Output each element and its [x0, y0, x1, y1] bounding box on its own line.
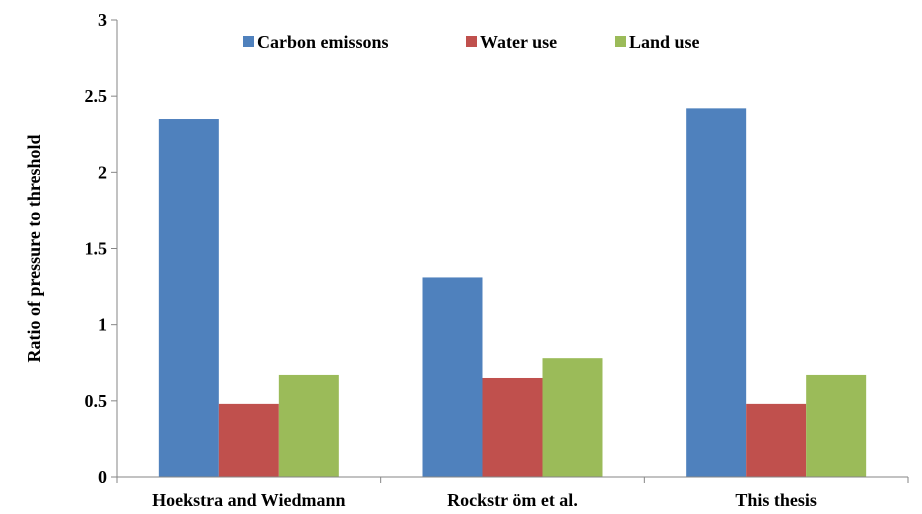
bar-carbon-emissons — [158, 119, 219, 478]
legend-label: Land use — [629, 32, 700, 52]
legend-swatch — [615, 36, 626, 47]
bar-land-use — [542, 358, 603, 477]
x-category-label: This thesis — [735, 490, 817, 510]
bar-water-use — [746, 403, 807, 477]
y-tick-label: 1.5 — [85, 239, 108, 259]
y-tick-label: 1 — [98, 315, 107, 335]
bar-carbon-emissons — [686, 108, 747, 477]
y-tick-label: 3 — [98, 10, 107, 30]
x-category-label: Hoekstra and Wiedmann — [152, 490, 345, 510]
bar-land-use — [806, 374, 867, 477]
legend-swatch — [243, 36, 254, 47]
bar-water-use — [482, 377, 543, 477]
legend-swatch — [466, 36, 477, 47]
y-tick-label: 2.5 — [85, 86, 108, 106]
y-tick-label: 0 — [98, 467, 107, 487]
legend: Carbon emissons Water use Land use — [243, 32, 700, 52]
ticks-layer: 0 0.5 1 1.5 2 2.5 3 Hoekstra and Wiedmann Rockst… — [85, 10, 909, 510]
bar-carbon-emissons — [422, 277, 483, 477]
bar-water-use — [218, 403, 279, 477]
legend-label: Water use — [480, 32, 557, 52]
y-tick-label: 2 — [98, 162, 107, 182]
bars-layer — [158, 108, 867, 478]
x-category-label: Rockstr öm et al. — [447, 490, 578, 510]
y-tick-label: 0.5 — [85, 391, 108, 411]
bar-land-use — [278, 374, 339, 477]
y-axis-title: Ratio of pressure to threshold — [24, 134, 44, 362]
legend-label: Carbon emissons — [257, 32, 389, 52]
